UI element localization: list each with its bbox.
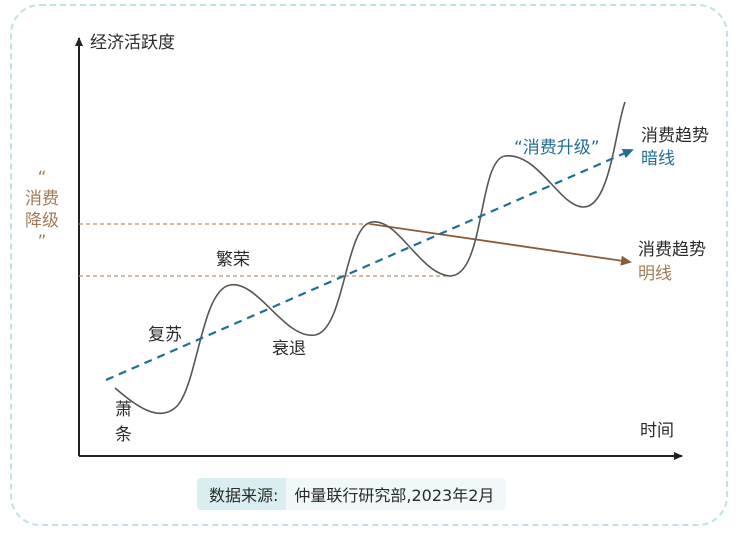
x-axis-label: 时间 (640, 421, 674, 441)
phase-depression-line2: 条 (115, 425, 132, 445)
bright-trend-arrow (369, 223, 632, 266)
source-box: 数据来源: 仲量联行研究部,2023年2月 (197, 478, 507, 510)
consumption-upgrade-label: “消费升级” (514, 138, 600, 158)
y-axis-label: 经济活跃度 (90, 33, 175, 53)
source-value: 仲量联行研究部,2023年2月 (286, 478, 507, 510)
downgrade-line1: 消费 (25, 189, 59, 210)
dark-trend-subtitle: 暗线 (641, 149, 675, 169)
dashed-frame (10, 4, 728, 526)
source-key: 数据来源: (197, 478, 287, 510)
consumption-downgrade-label: “ 消费 降级 ” (20, 168, 64, 253)
phase-prosperity-label: 繁荣 (216, 250, 250, 270)
phase-recovery-label: 复苏 (148, 325, 182, 345)
downgrade-open-quote: “ (37, 168, 47, 188)
phase-recession-label: 衰退 (272, 339, 306, 359)
business-cycle-curve (114, 101, 626, 415)
bright-trend-title: 消费趋势 (638, 240, 706, 260)
downgrade-line2: 降级 (25, 210, 59, 231)
dark-trend-arrow (105, 148, 634, 382)
phase-depression-line1: 萧 (115, 400, 132, 420)
downgrade-close-quote: ” (37, 231, 47, 252)
dark-trend-title: 消费趋势 (641, 126, 709, 146)
bright-trend-subtitle: 明线 (638, 264, 672, 284)
